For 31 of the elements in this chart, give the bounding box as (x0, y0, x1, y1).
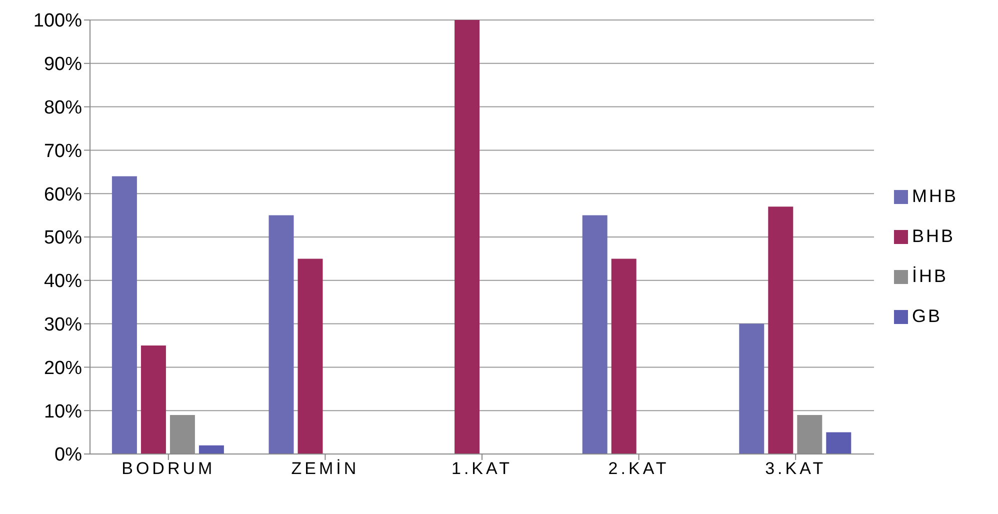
y-tick-label: 100% (33, 10, 82, 32)
bar (739, 324, 764, 454)
bar (582, 215, 608, 454)
y-tick-label: 50% (44, 228, 82, 249)
x-tick-label: BODRUM (122, 459, 216, 478)
x-tick-label: 3.KAT (765, 459, 826, 478)
bar (268, 215, 294, 454)
y-tick-label: 90% (44, 54, 82, 76)
y-tick-label: 20% (44, 358, 82, 379)
legend-label: İHB (912, 266, 948, 286)
bar (112, 176, 137, 454)
y-tick-label: 0% (54, 444, 82, 466)
bar (768, 206, 794, 454)
bar (140, 346, 166, 454)
legend-label: BHB (912, 226, 956, 246)
bar (198, 445, 224, 454)
y-tick-label: 80% (44, 98, 82, 119)
bar (826, 432, 852, 454)
y-tick-label: 70% (44, 140, 82, 162)
y-tick-label: 60% (44, 184, 82, 206)
y-tick-label: 10% (44, 401, 82, 422)
x-tick-label: 2.KAT (608, 459, 670, 478)
bar (298, 258, 323, 454)
x-tick-label: ZEMİN (291, 459, 360, 478)
bar (454, 20, 480, 454)
y-tick-label: 40% (44, 271, 82, 292)
legend-label: GB (912, 306, 942, 326)
bar (611, 258, 636, 454)
legend-label: MHB (912, 186, 958, 206)
x-tick-label: 1.KAT (452, 459, 512, 478)
y-tick-label: 30% (44, 314, 82, 336)
